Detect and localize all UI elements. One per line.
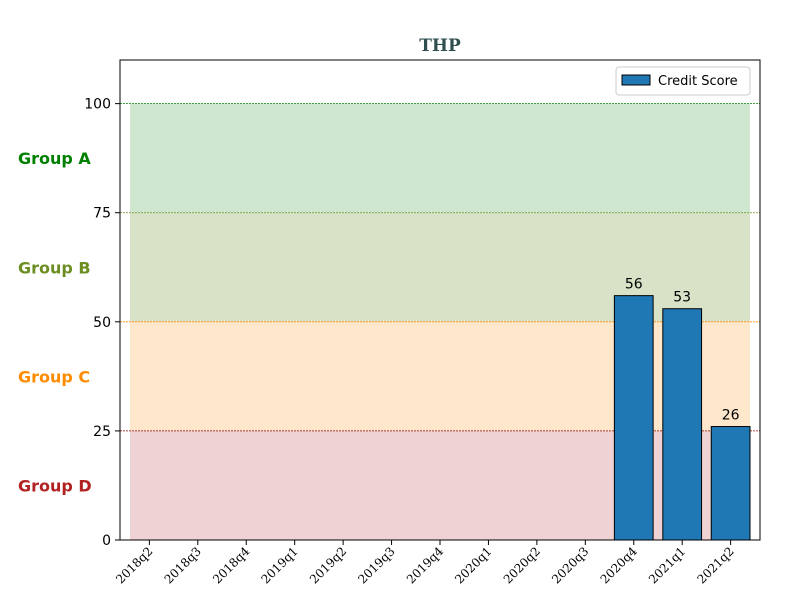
chart-title: THP	[419, 36, 461, 56]
y-tick-label-75: 75	[93, 206, 111, 222]
x-tick-label-2019q4: 2019q4	[404, 544, 447, 587]
bar-2021q2	[710, 426, 751, 541]
bar-2020q4	[613, 295, 654, 541]
x-tick-label-2019q1: 2019q1	[258, 544, 300, 586]
y-tick-label-100: 100	[84, 97, 111, 113]
y-tick-label-0: 0	[102, 533, 111, 549]
band-group-d	[130, 430, 750, 540]
x-tick-label-2021q2: 2021q2	[694, 544, 736, 586]
x-tick-label-2018q2: 2018q2	[113, 544, 155, 586]
x-tick-label-2019q2: 2019q2	[307, 544, 349, 586]
x-tick-label-2019q3: 2019q3	[355, 544, 397, 586]
x-tick-label-2020q3: 2020q3	[549, 544, 591, 586]
legend[interactable]: Credit Score	[615, 66, 751, 96]
band-group-b	[130, 212, 750, 322]
legend-swatch-credit-score	[621, 74, 651, 86]
bar-2021q1	[662, 308, 703, 541]
y-tick-label-25: 25	[93, 424, 111, 440]
y-tick-label-50: 50	[93, 315, 111, 331]
data-label-2020q4: 56	[625, 277, 643, 293]
legend-label-credit-score: Credit Score	[658, 74, 738, 89]
group-label-group-b: Group B	[18, 258, 91, 277]
x-tick-label-2021q1: 2021q1	[646, 544, 688, 586]
x-tick-label-2018q4: 2018q4	[210, 544, 253, 587]
group-labels: Group A Group B Group C Group D	[18, 149, 92, 495]
group-label-group-d: Group D	[18, 476, 92, 495]
data-labels: 56 53 26	[625, 277, 740, 424]
x-tick-label-2020q2: 2020q2	[501, 544, 543, 586]
group-label-group-c: Group C	[18, 367, 90, 386]
bars	[613, 295, 751, 541]
y-axis: 0 25 50 75 100	[84, 97, 120, 549]
group-label-group-a: Group A	[18, 149, 91, 168]
data-label-2021q2: 26	[722, 408, 740, 424]
x-tick-label-2018q3: 2018q3	[162, 544, 204, 586]
legend-box	[615, 66, 751, 96]
x-tick-label-2020q1: 2020q1	[452, 544, 494, 586]
x-axis: 2018q2 2018q3 2018q4 2019q1 2019q2 2019q3 2019…	[113, 540, 737, 587]
x-tick-label-2020q4: 2020q4	[598, 544, 641, 587]
data-label-2021q1: 53	[673, 290, 691, 306]
band-group-a	[130, 103, 750, 213]
band-group-c	[130, 321, 750, 431]
